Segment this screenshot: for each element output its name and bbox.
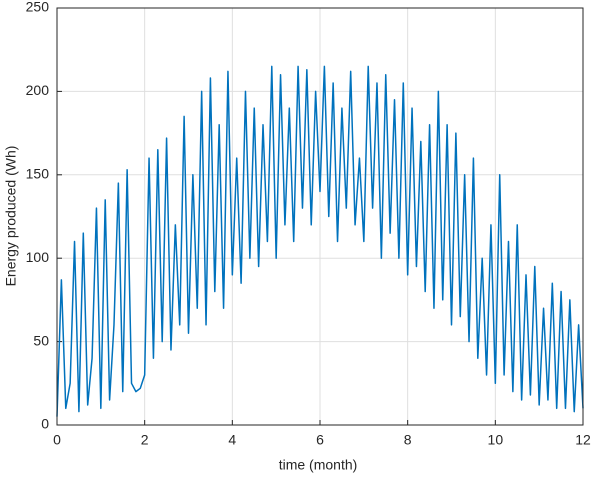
data-line [56,65,584,417]
y-tick-label: 150 [26,166,50,182]
x-tick-label: 6 [316,432,324,448]
y-tick-label: 0 [41,416,49,432]
x-tick-label: 2 [141,432,149,448]
axes-box [56,7,584,426]
y-tick-label: 50 [33,332,49,348]
x-tick-label: 0 [53,432,61,448]
x-axis-label: time (month) [279,457,358,473]
y-axis-label: Energy produced (Wh) [3,146,19,287]
x-tick-label: 10 [488,432,504,448]
x-tick-label: 8 [404,432,412,448]
y-tick-label: 100 [26,249,50,265]
y-tick-label: 200 [26,82,50,98]
y-tick-label: 250 [26,0,50,15]
x-tick-label: 4 [228,432,236,448]
x-tick-label: 12 [575,432,591,448]
